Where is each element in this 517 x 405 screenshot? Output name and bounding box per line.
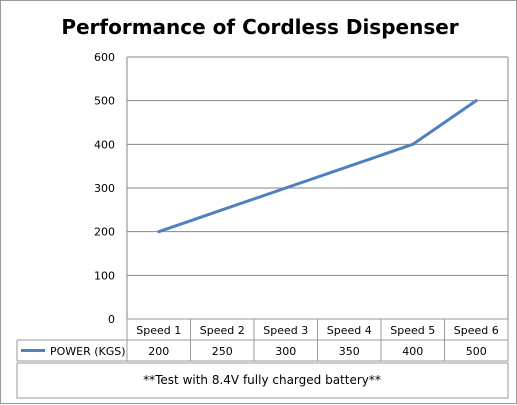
x-category-label: Speed 1 bbox=[136, 324, 181, 337]
y-tick-label: 300 bbox=[94, 182, 115, 195]
y-axis: 0 100 200 300 400 500 600 bbox=[94, 51, 128, 326]
table-value-cell: 300 bbox=[275, 345, 296, 358]
legend-series-name: POWER (KGS) bbox=[50, 345, 126, 358]
y-tick-label: 500 bbox=[94, 95, 115, 108]
x-category-label: Speed 2 bbox=[200, 324, 245, 337]
table-value-cell: 250 bbox=[212, 345, 233, 358]
y-tick-label: 100 bbox=[94, 269, 115, 282]
chart-title: Performance of Cordless Dispenser bbox=[61, 15, 458, 39]
x-category-label: Speed 5 bbox=[390, 324, 435, 337]
table-value-cell: 200 bbox=[148, 345, 169, 358]
data-table: Speed 1 Speed 2 Speed 3 Speed 4 Speed 5 Speed… bbox=[16, 318, 509, 399]
y-tick-label: 0 bbox=[108, 313, 115, 326]
y-tick-label: 400 bbox=[94, 138, 115, 151]
y-tick-label: 600 bbox=[94, 51, 115, 64]
table-value-cell: 350 bbox=[339, 345, 360, 358]
note-box bbox=[16, 362, 509, 399]
x-category-label: Speed 4 bbox=[327, 324, 372, 337]
y-tick-label: 200 bbox=[94, 226, 115, 239]
x-category-label: Speed 6 bbox=[454, 324, 499, 337]
gridlines bbox=[127, 56, 509, 361]
series-line bbox=[157, 99, 478, 234]
x-category-label: Speed 3 bbox=[263, 324, 308, 337]
table-value-cell: 500 bbox=[466, 345, 487, 358]
table-value-cell: 400 bbox=[402, 345, 423, 358]
series-layer bbox=[157, 99, 478, 234]
chart-note: **Test with 8.4V fully charged battery** bbox=[143, 373, 381, 387]
